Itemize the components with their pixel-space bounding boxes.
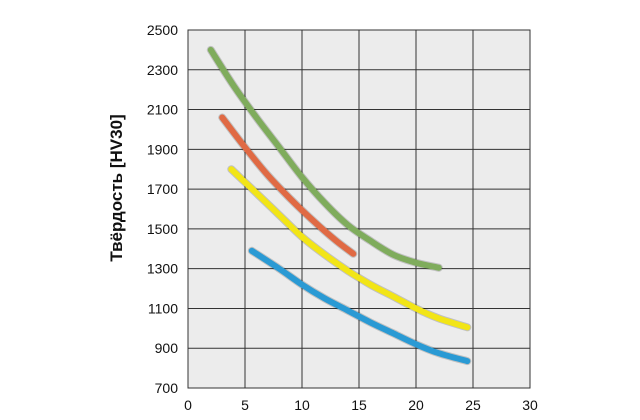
y-tick-label: 2300: [147, 62, 178, 78]
x-tick-label: 10: [294, 397, 310, 413]
y-tick-label: 1100: [148, 300, 178, 316]
x-axis-ticks: 0 5 10 15 20 25 30: [184, 397, 538, 413]
series-line-1: [207, 46, 442, 271]
y-tick-label: 1700: [147, 181, 178, 197]
series-line-3: [228, 166, 471, 331]
y-tick-label: 1300: [147, 261, 178, 277]
x-tick-label: 25: [465, 397, 481, 413]
y-tick-label: 1900: [147, 141, 178, 157]
x-tick-label: 0: [184, 397, 192, 413]
x-tick-label: 15: [351, 397, 367, 413]
y-tick-label: 900: [155, 340, 179, 356]
y-tick-label: 700: [155, 380, 179, 396]
y-tick-label: 2500: [147, 22, 178, 38]
x-tick-label: 20: [408, 397, 424, 413]
y-tick-label: 1500: [147, 221, 178, 237]
x-tick-label: 30: [522, 397, 538, 413]
series-line-4: [248, 247, 471, 365]
y-tick-label: 2100: [147, 102, 178, 118]
y-axis-ticks: 700 900 1100 1300 1500 1700 1900 2100 2300 2500: [147, 22, 178, 396]
x-tick-label: 5: [241, 397, 249, 413]
y-axis-label: Твёрдость [HV30]: [107, 114, 126, 261]
series-group: [206, 45, 472, 366]
series-line-2: [219, 114, 357, 257]
